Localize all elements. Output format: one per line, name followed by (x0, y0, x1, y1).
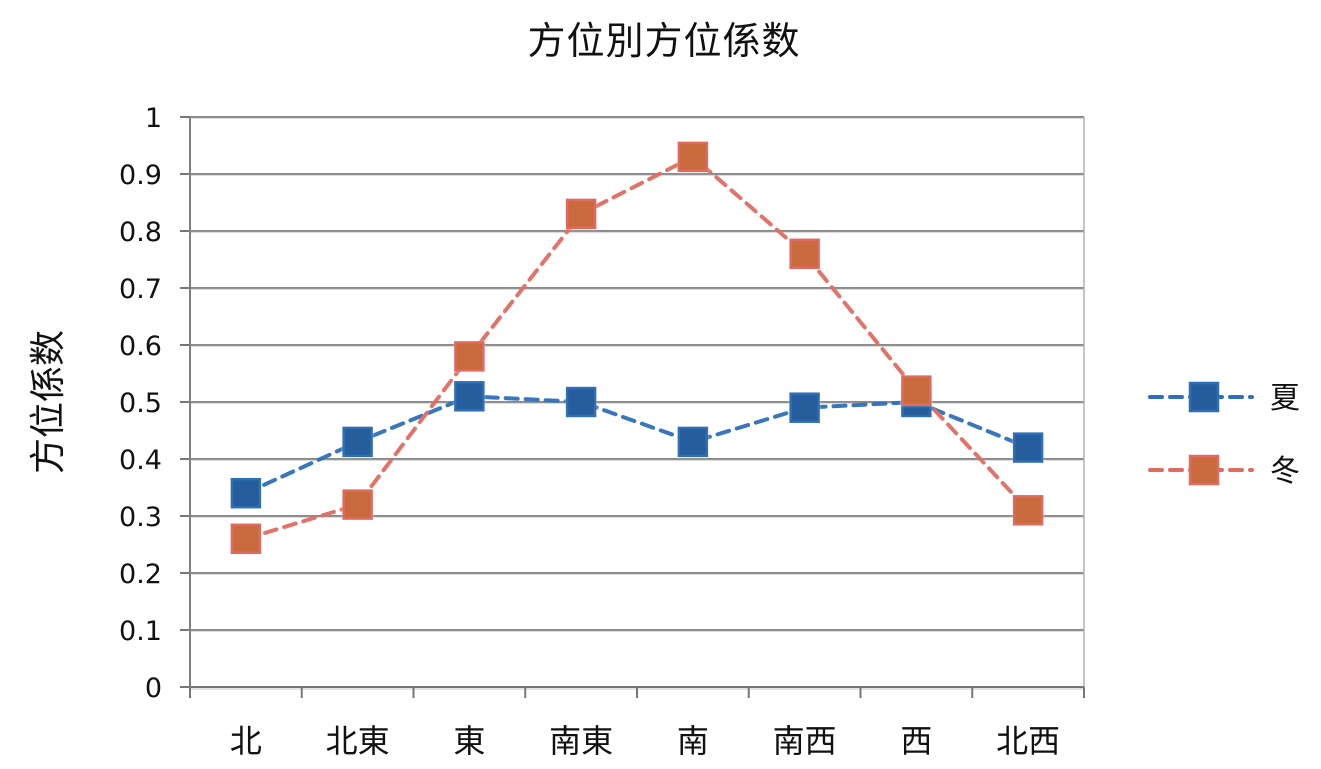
axes (180, 116, 1085, 698)
x-category-label-0: 北 (230, 722, 262, 760)
x-category-label-6: 西 (900, 722, 932, 760)
y-tick-label-0: 0 (145, 673, 162, 704)
series-1 (230, 141, 1044, 555)
series-line-1 (243, 154, 1031, 541)
series-0-point-1 (342, 426, 373, 458)
legend-marker-1 (1188, 454, 1220, 486)
y-tick-label-5: 0.5 (119, 388, 162, 419)
series-1-point-5 (789, 238, 820, 270)
legend-item-0: 夏 (1148, 381, 1300, 416)
legend-label-1: 冬 (1270, 454, 1300, 489)
series-1-point-0 (230, 523, 262, 555)
y-tick-label-4: 0.4 (119, 445, 162, 476)
series-0-point-4 (677, 426, 709, 458)
series-0-point-3 (565, 386, 597, 418)
legend-label-0: 夏 (1270, 381, 1300, 416)
x-category-label-2: 東 (453, 722, 485, 760)
x-category-label-3: 南東 (549, 722, 613, 760)
legend: 夏冬 (1148, 381, 1300, 489)
y-axis-ticks: 0 0.1 0.2 0.3 0.4 0.5 0.6 0.7 0.8 0.9 1 (119, 103, 162, 704)
series-0-point-5 (789, 392, 820, 423)
series-0-point-0 (230, 477, 262, 509)
series-0-point-2 (454, 381, 485, 412)
series-1-point-6 (901, 375, 932, 406)
x-category-label-7: 北西 (996, 722, 1060, 760)
y-tick-label-6: 0.6 (119, 331, 162, 362)
series-0-point-7 (1012, 432, 1044, 463)
y-tick-label-8: 0.8 (119, 217, 162, 248)
series-1-point-2 (454, 341, 485, 372)
y-tick-label-9: 0.9 (119, 160, 162, 191)
series-1-point-7 (1012, 495, 1044, 526)
series-1-point-3 (565, 198, 597, 230)
y-tick-label-10: 1 (145, 103, 162, 134)
y-tick-label-7: 0.7 (119, 274, 162, 305)
x-category-label-4: 南 (677, 722, 709, 760)
y-tick-label-1: 0.1 (119, 616, 162, 647)
x-axis-categories: 北 北東 東 南東 南 南西 西 北西 (230, 722, 1060, 760)
grid-lines (190, 116, 1084, 632)
y-axis-label: 方位係数 (28, 330, 69, 474)
series-line-0 (243, 394, 1031, 496)
legend-item-1: 冬 (1148, 454, 1300, 489)
y-tick-label-3: 0.3 (119, 502, 162, 533)
series-1-point-1 (342, 489, 373, 520)
chart-title: 方位別方位係数 (527, 19, 800, 63)
x-category-label-5: 南西 (773, 722, 837, 760)
y-tick-label-2: 0.2 (119, 559, 162, 590)
legend-marker-0 (1188, 381, 1220, 413)
series-1-point-4 (677, 141, 709, 173)
chart-series (230, 141, 1044, 555)
x-category-label-1: 北東 (326, 722, 390, 760)
